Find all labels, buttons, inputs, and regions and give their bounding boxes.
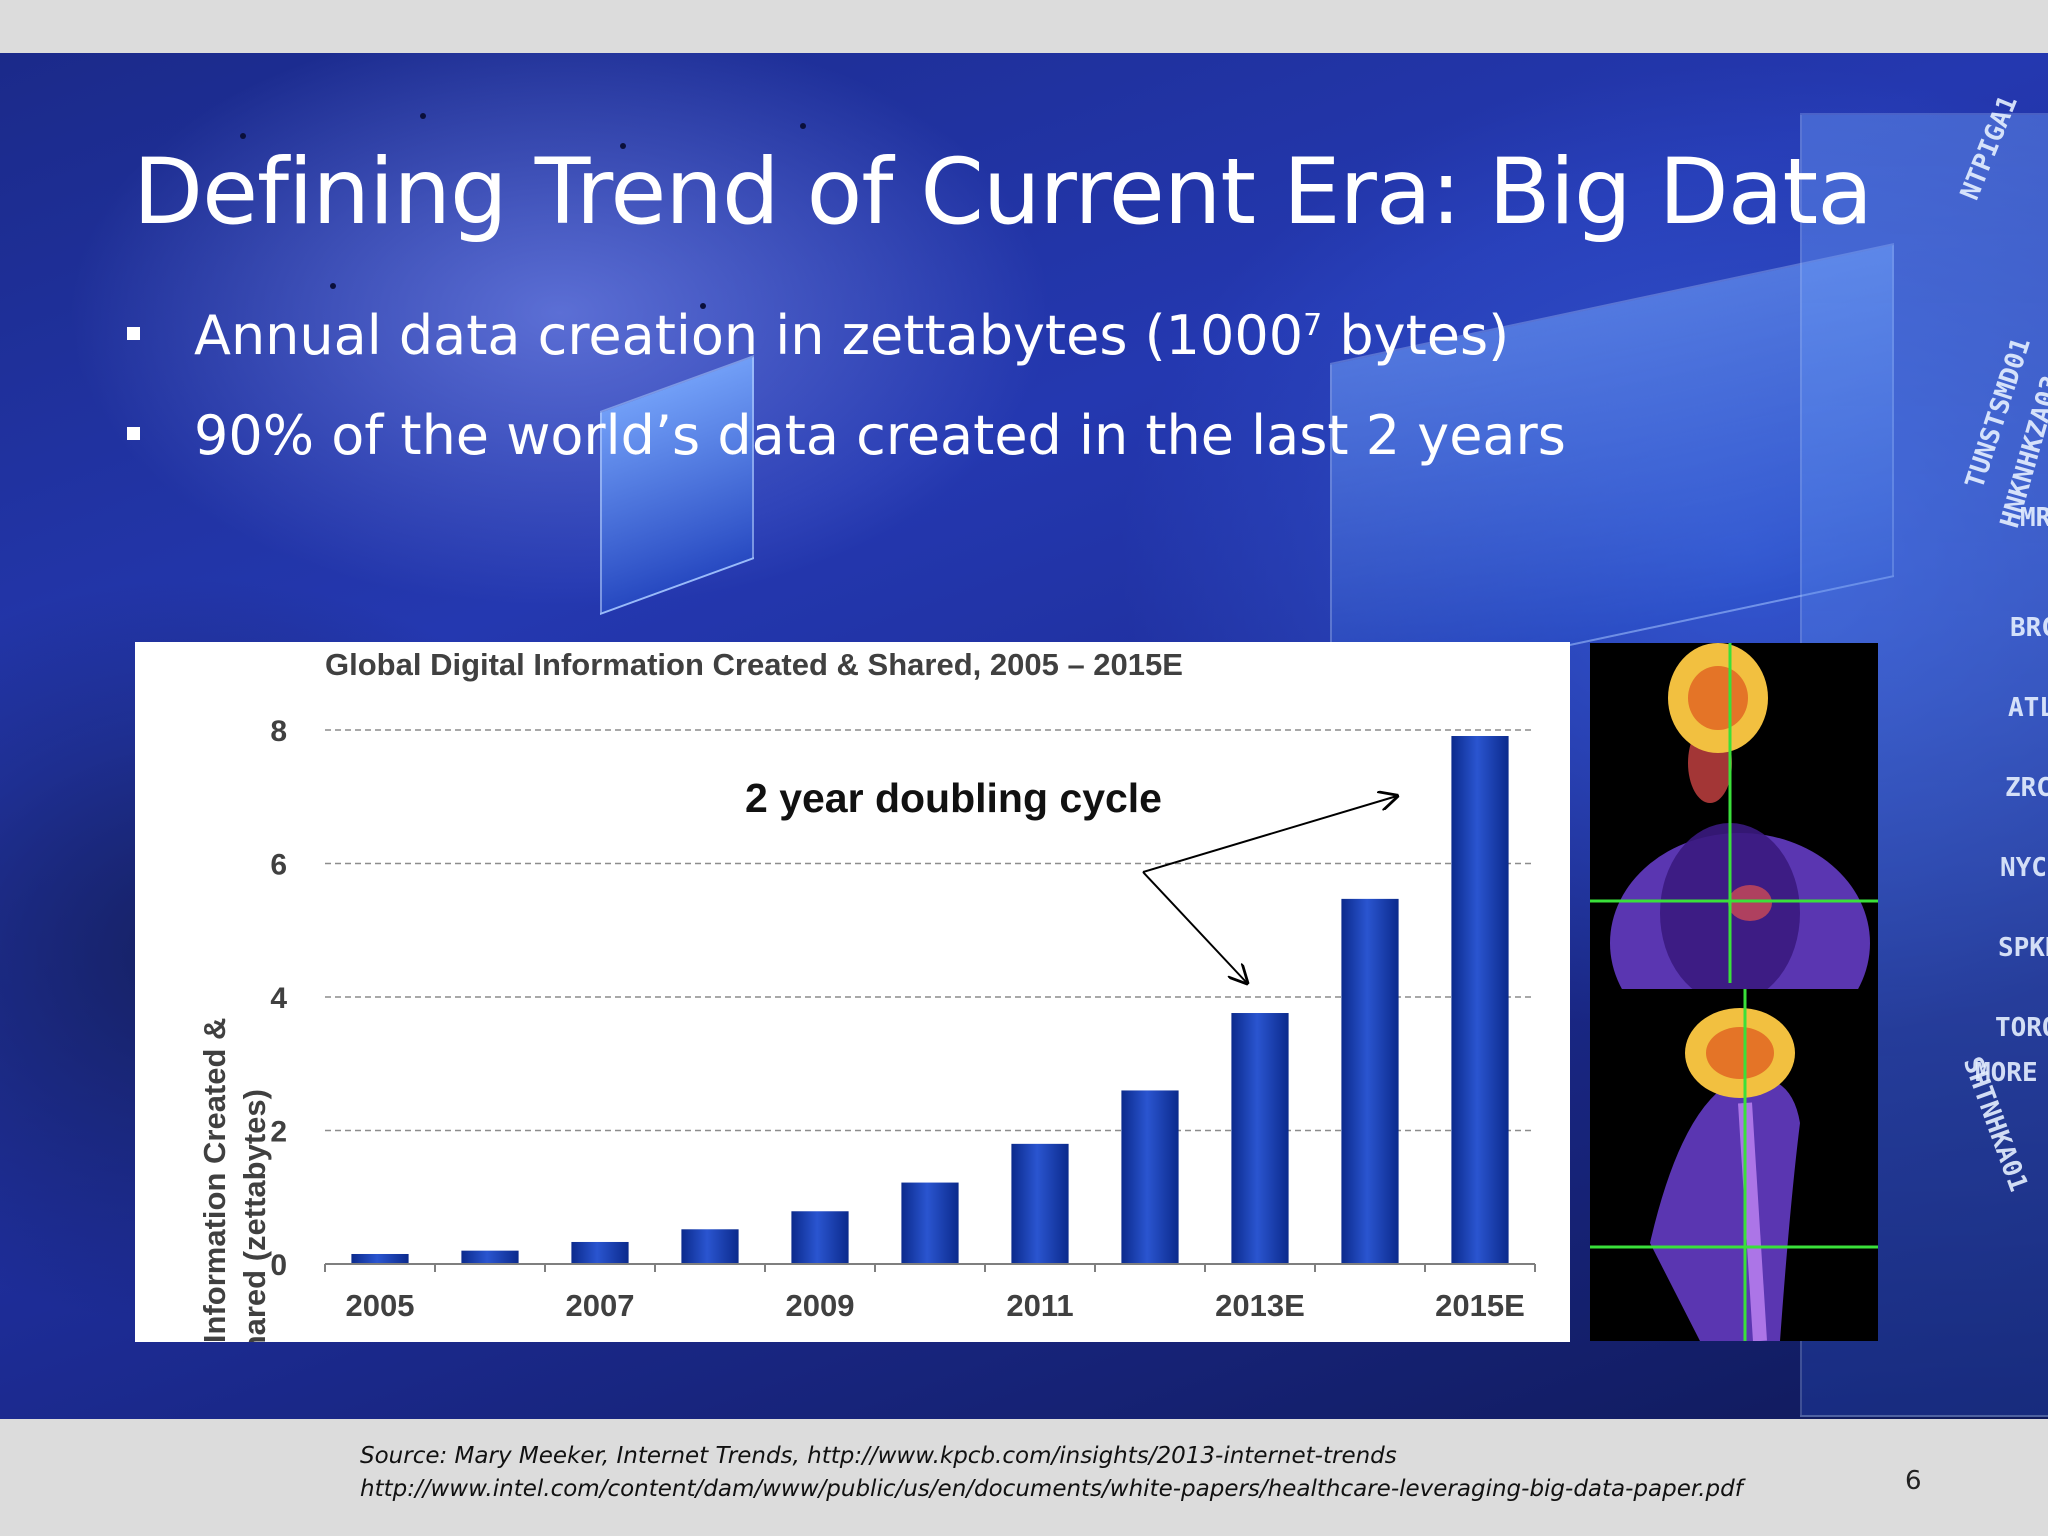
y-tick-label: 4 — [270, 982, 287, 1015]
y-axis-label-line-2: Shared (zettabytes) — [237, 1089, 272, 1342]
bar-2007 — [571, 1241, 629, 1264]
source-citation-1: Source: Mary Meeker, Internet Trends, ht… — [360, 1443, 1397, 1469]
bar-2012 — [1121, 1090, 1179, 1264]
y-tick-label: 0 — [270, 1249, 287, 1282]
bullet-1-tail: bytes) — [1322, 304, 1510, 367]
bar-2015E — [1451, 736, 1509, 1264]
y-tick-label: 2 — [270, 1116, 287, 1149]
x-tick-label: 2009 — [786, 1288, 855, 1323]
ceiling-light — [620, 143, 626, 149]
bar-chart: Global Digital Information Created & Sha… — [197, 647, 1536, 1342]
signage-text: MORE — [1975, 1058, 2038, 1088]
ceiling-light — [800, 123, 806, 129]
heart-shape — [1728, 885, 1772, 921]
bar-2005 — [351, 1253, 409, 1264]
pet-scan-illustration — [1590, 643, 1878, 1341]
y-tick-label: 6 — [270, 849, 287, 882]
y-tick-label: 8 — [270, 715, 287, 748]
bullet-2: 90% of the world’s data created in the l… — [127, 404, 1566, 467]
bar-2008 — [681, 1229, 739, 1264]
x-tick-label: 2015E — [1435, 1288, 1525, 1323]
brain-sagittal-core — [1706, 1027, 1774, 1079]
gridlines — [325, 729, 1535, 1132]
page-number: 6 — [1905, 1466, 1922, 1496]
x-tick-label: 2007 — [566, 1288, 635, 1323]
signage-text: ZRCH — [2005, 773, 2048, 803]
bar-2009 — [791, 1211, 849, 1264]
annotation-arrow-2015 — [1142, 796, 1397, 873]
bullet-2-text: 90% of the world’s data created in the l… — [194, 404, 1566, 467]
bar-2006 — [461, 1250, 519, 1264]
ceiling-light — [240, 133, 246, 139]
y-tick-labels: 0 2 4 6 8 — [270, 715, 287, 1282]
signage-text: BRCK — [2010, 613, 2048, 643]
bullet-marker — [127, 326, 140, 340]
bar-2010 — [901, 1182, 959, 1264]
x-tick-label: 2013E — [1215, 1288, 1305, 1323]
source-citation-2: http://www.intel.com/content/dam/www/pub… — [360, 1476, 1743, 1502]
slide-footer — [0, 1419, 2048, 1536]
annotation-arrow-2013 — [1142, 871, 1247, 983]
signage-text: MRHO — [2020, 503, 2048, 533]
y-axis-label: Digital Information Created & Shared (ze… — [197, 1018, 272, 1342]
signage-text: NYCM — [2000, 853, 2048, 883]
brain-frontal-core — [1688, 666, 1748, 730]
wall-screen — [600, 354, 754, 616]
bar-2013E — [1231, 1013, 1289, 1264]
signage-text: SPKN — [1998, 933, 2048, 963]
pet-scan-images — [1590, 643, 1878, 1341]
ceiling-light — [700, 303, 706, 309]
bullet-marker — [127, 426, 140, 440]
bullet-1: Annual data creation in zettabytes (1000… — [127, 304, 1509, 367]
slide-title: Defining Trend of Current Era: Big Data — [133, 140, 1873, 245]
bars — [351, 736, 1509, 1264]
x-tick-labels: 2005 2007 2009 2011 2013E 2015E — [324, 1264, 1536, 1323]
bullet-1-text: Annual data creation in zettabytes (1000 — [194, 304, 1304, 367]
y-axis-label-line-1: Digital Information Created & — [197, 1018, 232, 1342]
top-margin-strip — [0, 0, 2048, 53]
bar-2014E — [1341, 898, 1399, 1264]
x-tick-label: 2005 — [346, 1288, 415, 1323]
signage-text: ATLN — [2008, 693, 2048, 723]
bar-chart-panel: Global Digital Information Created & Sha… — [135, 642, 1570, 1342]
ceiling-light — [330, 283, 336, 289]
bullet-1-superscript: 7 — [1303, 308, 1323, 343]
bar-2011 — [1011, 1143, 1069, 1264]
ceiling-light — [420, 113, 426, 119]
doubling-cycle-annotation: 2 year doubling cycle — [745, 775, 1162, 821]
signage-text: TORO — [1995, 1013, 2048, 1043]
x-tick-label: 2011 — [1006, 1288, 1073, 1323]
spine-shape — [1738, 1102, 1767, 1341]
chart-title: Global Digital Information Created & Sha… — [325, 647, 1183, 682]
